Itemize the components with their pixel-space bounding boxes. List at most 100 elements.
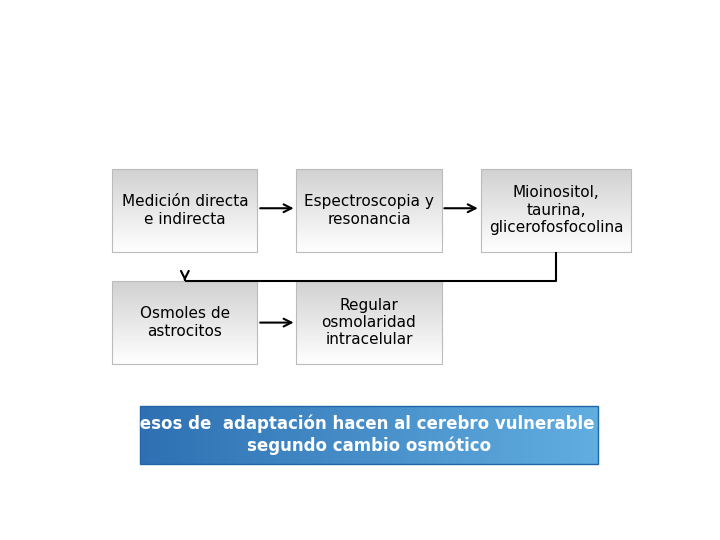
Bar [346, 406, 351, 464]
Bar [297, 303, 441, 305]
Bar [112, 326, 258, 327]
Bar [341, 406, 346, 464]
Bar [112, 324, 258, 326]
Bar [297, 224, 441, 226]
Bar [112, 342, 258, 343]
Bar [529, 406, 534, 464]
Bar [297, 321, 441, 322]
Bar [300, 406, 305, 464]
Bar [112, 170, 258, 172]
Bar [112, 226, 258, 227]
Bar [297, 241, 441, 242]
Bar [112, 192, 258, 194]
Bar [297, 174, 441, 176]
Bar [481, 204, 631, 205]
Bar [297, 363, 441, 364]
Bar [112, 349, 258, 350]
Bar [112, 359, 258, 360]
Bar [481, 172, 631, 173]
Bar [112, 312, 258, 313]
Bar [374, 406, 378, 464]
Bar [474, 406, 479, 464]
Bar [112, 183, 258, 184]
Bar [282, 406, 287, 464]
Bar [140, 406, 598, 464]
Bar [481, 212, 631, 213]
Bar [481, 228, 631, 230]
Bar [481, 246, 631, 248]
Bar [112, 204, 258, 205]
Bar [112, 194, 258, 195]
Bar [112, 336, 258, 338]
Bar [481, 221, 631, 223]
Bar [297, 198, 441, 199]
Bar [297, 288, 441, 289]
Bar [566, 406, 570, 464]
Bar [297, 324, 441, 326]
Bar [112, 230, 258, 231]
Bar [297, 293, 441, 295]
Bar [442, 406, 447, 464]
Bar [112, 197, 258, 198]
Bar [469, 406, 474, 464]
Bar [481, 202, 631, 204]
Bar [297, 310, 441, 312]
Bar [387, 406, 392, 464]
Bar [516, 406, 520, 464]
Bar [112, 341, 258, 342]
Bar [112, 300, 258, 302]
Bar [297, 170, 441, 172]
Bar [297, 317, 441, 319]
Bar [297, 346, 441, 348]
Bar [481, 198, 631, 199]
Bar [297, 345, 441, 346]
Bar [172, 406, 177, 464]
Bar [112, 350, 258, 352]
Bar [112, 168, 258, 252]
Bar [204, 406, 209, 464]
Bar [506, 406, 511, 464]
Bar [481, 216, 631, 217]
Bar [112, 314, 258, 316]
Bar [297, 339, 441, 341]
Bar [401, 406, 405, 464]
Bar [112, 281, 258, 364]
Bar [297, 357, 441, 359]
Bar [112, 339, 258, 341]
Bar [112, 207, 258, 209]
Bar [112, 227, 258, 228]
Bar [112, 188, 258, 190]
Bar [481, 168, 631, 252]
Bar [112, 284, 258, 285]
Bar [297, 206, 441, 207]
Bar [112, 353, 258, 354]
Bar [218, 406, 222, 464]
Bar [112, 206, 258, 207]
Bar [112, 244, 258, 245]
Bar [112, 287, 258, 288]
Bar [209, 406, 213, 464]
Bar [461, 406, 465, 464]
Bar [112, 224, 258, 226]
Bar [488, 406, 492, 464]
Bar [297, 244, 441, 245]
Bar [112, 327, 258, 328]
Bar [297, 326, 441, 327]
Bar [112, 316, 258, 317]
Bar [297, 334, 441, 335]
Bar [481, 195, 631, 197]
Bar [112, 181, 258, 183]
Bar [481, 185, 631, 187]
Bar [481, 244, 631, 245]
Bar [297, 281, 441, 282]
Bar [465, 406, 469, 464]
Bar [236, 406, 241, 464]
Bar [589, 406, 593, 464]
Bar [112, 231, 258, 233]
Bar [297, 190, 441, 191]
Bar [112, 281, 258, 282]
Bar [502, 406, 506, 464]
Bar [481, 178, 631, 180]
Bar [481, 211, 631, 212]
Text: Espectroscopia y
resonancia: Espectroscopia y resonancia [304, 194, 434, 226]
